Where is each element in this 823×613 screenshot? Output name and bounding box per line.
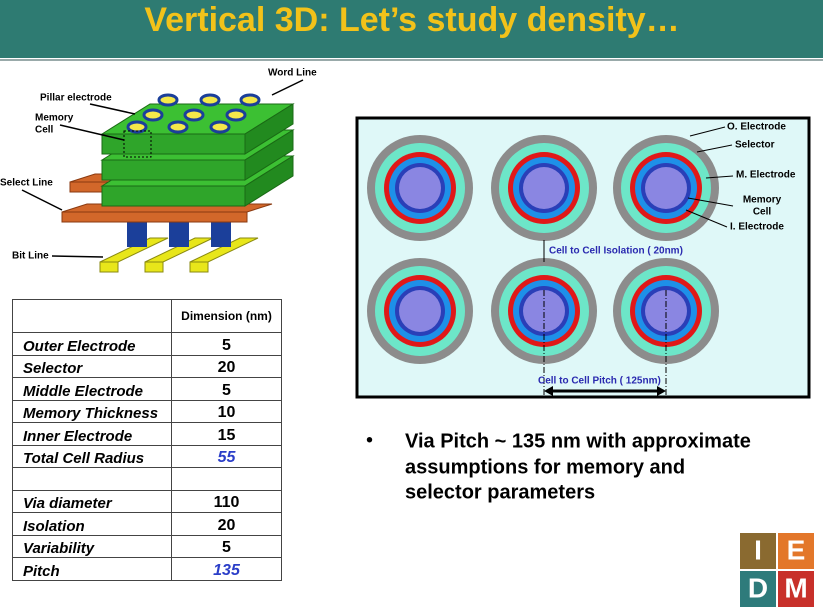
bullet-text: selector parameters bbox=[405, 481, 595, 503]
callout-label: Selector bbox=[735, 140, 775, 151]
column-header: Dimension (nm) bbox=[171, 299, 282, 333]
callout-lines bbox=[543, 126, 734, 396]
word-line-label: Word Line bbox=[268, 68, 317, 79]
header-bar bbox=[0, 0, 823, 58]
bullet-marker: • bbox=[366, 429, 373, 451]
row-label: Outer Electrode bbox=[12, 332, 172, 356]
table-row: Inner Electrode 15 bbox=[12, 422, 282, 446]
callout-label: Memory bbox=[743, 195, 782, 206]
cell-ring bbox=[645, 290, 687, 332]
table-row: Via diameter 110 bbox=[12, 489, 282, 513]
memory-cell-label: Memory bbox=[35, 113, 74, 124]
table-row: Total Cell Radius 55 bbox=[12, 444, 282, 468]
row-label: Inner Electrode bbox=[12, 422, 172, 446]
row-label: Pitch bbox=[12, 557, 172, 581]
logo: I E D M bbox=[740, 533, 814, 607]
row-label: Isolation bbox=[12, 512, 172, 536]
isolation-label: Cell to Cell Isolation ( 20nm) bbox=[549, 246, 683, 257]
cell-ring bbox=[399, 290, 441, 332]
logo-letter: M bbox=[784, 572, 807, 603]
table-row: Isolation 20 bbox=[12, 512, 282, 536]
row-value: 5 bbox=[171, 332, 282, 356]
cell-ring bbox=[399, 167, 441, 209]
bit-line-label: Bit Line bbox=[12, 251, 49, 262]
table-row: Variability 5 bbox=[12, 534, 282, 558]
table-header-row: Dimension (nm) bbox=[12, 299, 282, 333]
cell-array bbox=[367, 135, 719, 364]
spacer-cell bbox=[12, 467, 172, 491]
table-row: Middle Electrode 5 bbox=[12, 377, 282, 401]
table-row: Selector 20 bbox=[12, 354, 282, 378]
row-value: 55 bbox=[171, 444, 282, 468]
table-row: Pitch 135 bbox=[12, 557, 282, 581]
row-label: Selector bbox=[12, 354, 172, 378]
cell-ring bbox=[645, 167, 687, 209]
arrow-head bbox=[657, 386, 666, 396]
spacer-row bbox=[12, 467, 282, 491]
callout-label: Cell bbox=[753, 207, 772, 218]
row-label: Variability bbox=[12, 534, 172, 558]
pitch-label: Cell to Cell Pitch ( 125nm) bbox=[538, 376, 661, 387]
stack-illustration: Word Line Pillar electrode Memory Cell S… bbox=[0, 68, 317, 273]
row-value: 110 bbox=[171, 489, 282, 513]
pillar-electrode-label: Pillar electrode bbox=[40, 93, 112, 104]
logo-letter: D bbox=[748, 572, 768, 603]
table-corner bbox=[12, 299, 172, 333]
cell-ring bbox=[523, 290, 565, 332]
arrow-head bbox=[544, 386, 553, 396]
logo-letter: E bbox=[787, 534, 806, 565]
row-value: 15 bbox=[171, 422, 282, 446]
memory-cell-label: Cell bbox=[35, 125, 54, 136]
row-label: Total Cell Radius bbox=[12, 444, 172, 468]
dimension-table: Dimension (nm) Outer Electrode 5 Selector 2… bbox=[12, 299, 282, 581]
bullet-text: Via Pitch ~ 135 nm with approximate bbox=[405, 430, 751, 452]
table-row: Memory Thickness 10 bbox=[12, 399, 282, 423]
row-value: 20 bbox=[171, 354, 282, 378]
slide-title: Vertical 3D: Let’s study density… bbox=[144, 1, 679, 39]
row-label: Middle Electrode bbox=[12, 377, 172, 401]
bullet-text: assumptions for memory and bbox=[405, 456, 685, 478]
row-value: 20 bbox=[171, 512, 282, 536]
cell-ring bbox=[523, 167, 565, 209]
table-row: Outer Electrode 5 bbox=[12, 332, 282, 356]
logo-letter: I bbox=[754, 534, 762, 565]
row-value: 5 bbox=[171, 377, 282, 401]
callout-label: I. Electrode bbox=[730, 222, 784, 233]
callout-label: M. Electrode bbox=[736, 170, 796, 181]
row-label: Memory Thickness bbox=[12, 399, 172, 423]
spacer-cell bbox=[171, 467, 282, 491]
callout-label: O. Electrode bbox=[727, 122, 786, 133]
row-value: 135 bbox=[171, 557, 282, 581]
select-line-label: Select Line bbox=[0, 178, 53, 189]
row-value: 5 bbox=[171, 534, 282, 558]
row-value: 10 bbox=[171, 399, 282, 423]
row-label: Via diameter bbox=[12, 489, 172, 513]
